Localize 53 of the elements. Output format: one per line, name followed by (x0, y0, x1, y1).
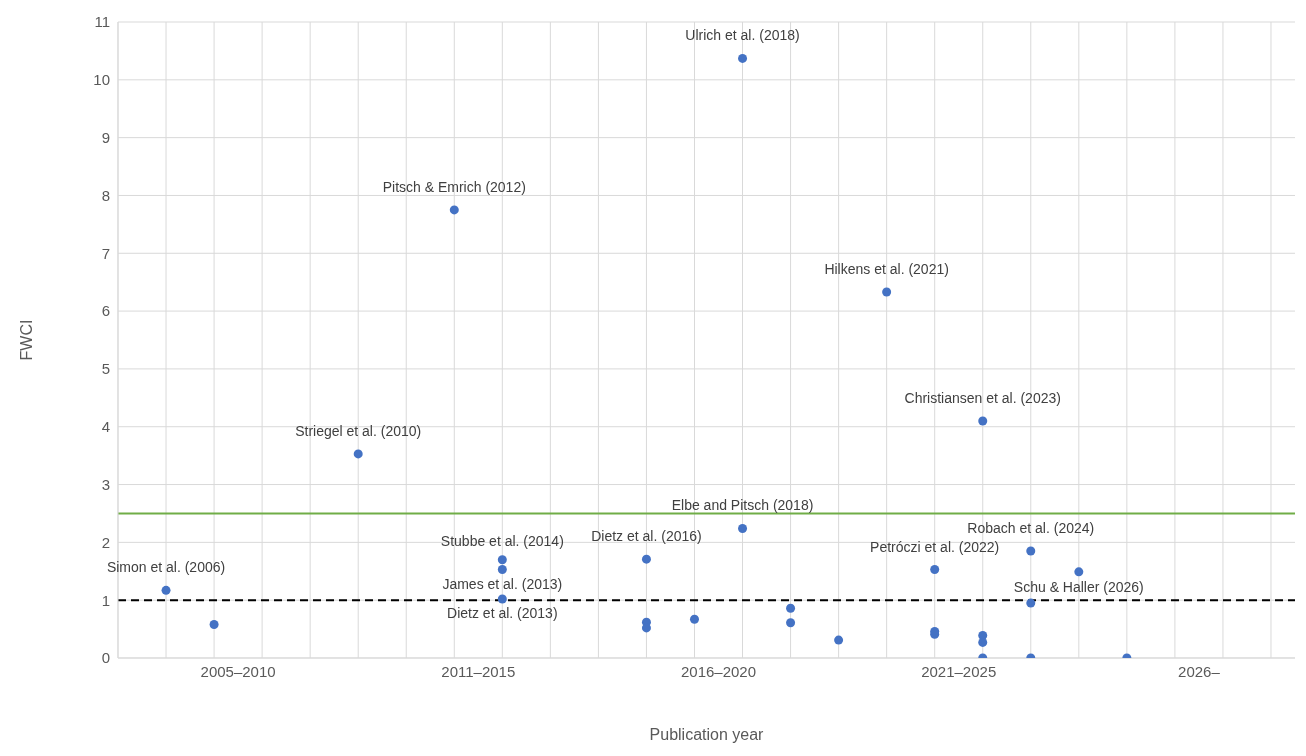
annotation: Robach et al. (2024) (967, 520, 1095, 537)
y-axis-title: FWCI (17, 319, 35, 361)
annotation: Striegel et al. (2010) (295, 422, 422, 439)
y-tick-label: 2 (101, 533, 110, 551)
y-tick-label: 9 (101, 128, 110, 146)
y-tick-label: 11 (94, 13, 110, 31)
y-tick-label: 3 (101, 475, 110, 493)
point (738, 523, 748, 533)
point (738, 53, 748, 63)
point (689, 614, 699, 624)
x-axis-title: Publication year (649, 726, 765, 743)
annotation: James et al. (2013) (442, 575, 563, 592)
y-tick-label: 0 (101, 649, 110, 667)
x-tick-label: 2026– (1178, 662, 1221, 680)
annotation: Christiansen et al. (2023) (904, 389, 1061, 406)
point (882, 287, 892, 297)
y-tick-label: 5 (101, 360, 110, 378)
y-tick-label: 4 (101, 418, 110, 436)
point (1074, 567, 1084, 577)
annotation: Stubbe et al. (2014) (440, 532, 564, 549)
annotation: Pitsch & Emrich (2012) (382, 178, 526, 195)
x-tick-label: 2011–2015 (441, 662, 516, 680)
point (161, 585, 171, 595)
y-tick-label: 8 (101, 186, 110, 204)
point (209, 619, 219, 629)
annotation: Elbe and Pitsch (2018) (671, 497, 814, 514)
annotation: Dietz et al. (2013) (447, 605, 558, 622)
x-tick-label: 2005–2010 (200, 662, 276, 680)
x-tick-label: 2021–2025 (921, 662, 997, 680)
point (449, 205, 459, 215)
point (641, 554, 651, 564)
annotation: Ulrich et al. (2018) (685, 27, 800, 44)
annotation: Simon et al. (2006) (106, 559, 226, 576)
point (930, 565, 940, 575)
point (786, 603, 796, 613)
point (1026, 546, 1036, 556)
y-tick-label: 10 (93, 71, 110, 89)
y-tick-label: 7 (101, 244, 110, 262)
annotation: Hilkens et al. (2021) (824, 261, 949, 278)
point (786, 618, 796, 628)
y-tick-label: 1 (101, 591, 110, 609)
annotation: Dietz et al. (2016) (591, 528, 702, 545)
point (353, 449, 363, 459)
annotation: Petróczi et al. (2022) (870, 538, 1000, 555)
point (978, 416, 988, 426)
point (497, 555, 507, 565)
point (497, 565, 507, 575)
point (1026, 598, 1036, 608)
annotation: Schu & Haller (2026) (1013, 578, 1144, 595)
point (834, 635, 844, 645)
y-tick-label: 6 (101, 302, 110, 320)
point (497, 594, 507, 604)
x-tick-label: 2016–2020 (680, 662, 757, 680)
